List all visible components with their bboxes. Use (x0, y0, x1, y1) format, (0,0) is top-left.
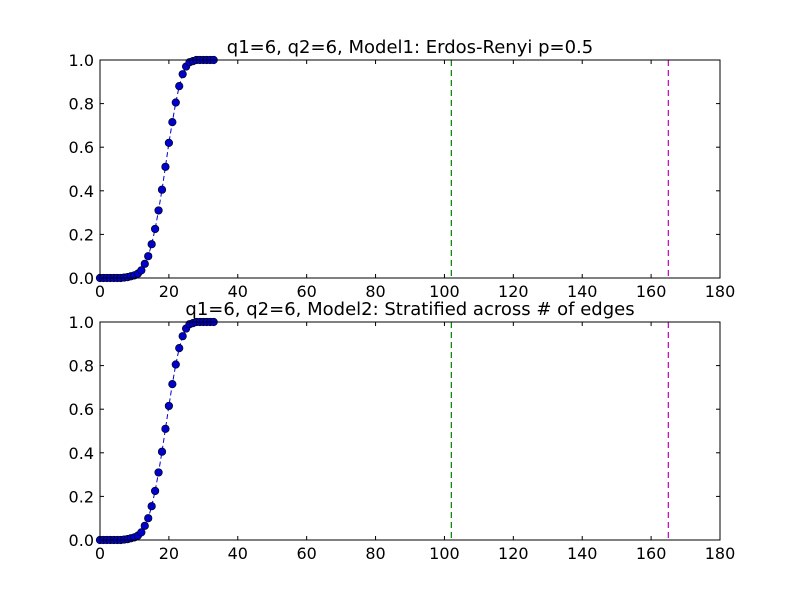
data-point (140, 521, 149, 530)
data-point (171, 360, 180, 369)
chart-title: q1=6, q2=6, Model1: Erdos-Renyi p=0.5 (227, 37, 593, 58)
x-tick-label: 160 (636, 544, 667, 563)
x-tick-label: 60 (296, 544, 316, 563)
data-point (161, 424, 170, 433)
data-point (157, 185, 167, 194)
y-tick-label: 0.4 (69, 182, 94, 201)
y-tick-label: 0.4 (69, 444, 94, 463)
data-point (147, 240, 156, 249)
x-tick-label: 100 (429, 544, 460, 563)
data-point (168, 380, 177, 389)
x-tick-label: 140 (567, 544, 598, 563)
data-point (147, 502, 156, 511)
data-point (140, 259, 149, 268)
x-tick-label: 20 (159, 544, 179, 563)
x-tick-label: 100 (429, 282, 460, 301)
y-tick-label: 0.6 (69, 138, 94, 157)
x-tick-label: 0 (95, 544, 105, 563)
data-point (168, 118, 177, 127)
x-tick-label: 40 (228, 544, 248, 563)
data-point (164, 138, 173, 147)
data-point (154, 206, 163, 215)
x-tick-label: 20 (159, 282, 179, 301)
data-point (175, 82, 184, 91)
x-tick-label: 120 (498, 544, 529, 563)
data-point (151, 486, 160, 496)
y-tick-label: 0.0 (69, 531, 94, 550)
x-tick-label: 140 (567, 282, 598, 301)
x-tick-label: 60 (296, 282, 316, 301)
y-tick-label: 0.0 (69, 269, 94, 288)
data-point (164, 401, 173, 411)
x-tick-label: 180 (705, 282, 736, 301)
chart-title: q1=6, q2=6, Model2: Stratified across # … (185, 299, 634, 320)
y-tick-label: 0.8 (69, 95, 94, 114)
data-point (171, 98, 180, 107)
series-line (100, 59, 214, 279)
x-tick-label: 40 (228, 282, 248, 301)
chart-panel-1: 0 20 40 60 80 100 120 140 160 180 0.0 0.2 0.4 0.6 0.8 1… (69, 37, 736, 301)
data-point (157, 447, 167, 456)
series-line (100, 321, 214, 541)
x-tick-label: 0 (95, 282, 105, 301)
plot-frame (99, 321, 721, 541)
chart-panel-2: 0 20 40 60 80 100 120 140 160 180 0.0 0.2 0.4 0.6 0.8 1… (69, 299, 736, 563)
data-point (178, 70, 187, 79)
y-tick-label: 1.0 (69, 313, 94, 332)
y-tick-label: 0.6 (69, 400, 94, 419)
x-tick-label: 120 (498, 282, 529, 301)
data-point (144, 514, 153, 523)
data-point (154, 468, 163, 477)
x-tick-label: 80 (365, 544, 385, 563)
data-point (137, 528, 146, 537)
data-point (178, 332, 187, 341)
y-tick-label: 1.0 (69, 51, 94, 70)
y-tick-label: 0.2 (69, 487, 94, 506)
data-point (144, 252, 153, 261)
x-tick-label: 160 (636, 282, 667, 301)
data-point (137, 266, 146, 275)
y-tick-label: 0.2 (69, 225, 94, 244)
data-point (161, 162, 170, 171)
x-tick-label: 180 (705, 544, 736, 563)
data-point (151, 224, 160, 234)
data-point (175, 344, 184, 353)
x-tick-label: 80 (365, 282, 385, 301)
y-tick-label: 0.8 (69, 357, 94, 376)
plot-frame (99, 59, 721, 279)
